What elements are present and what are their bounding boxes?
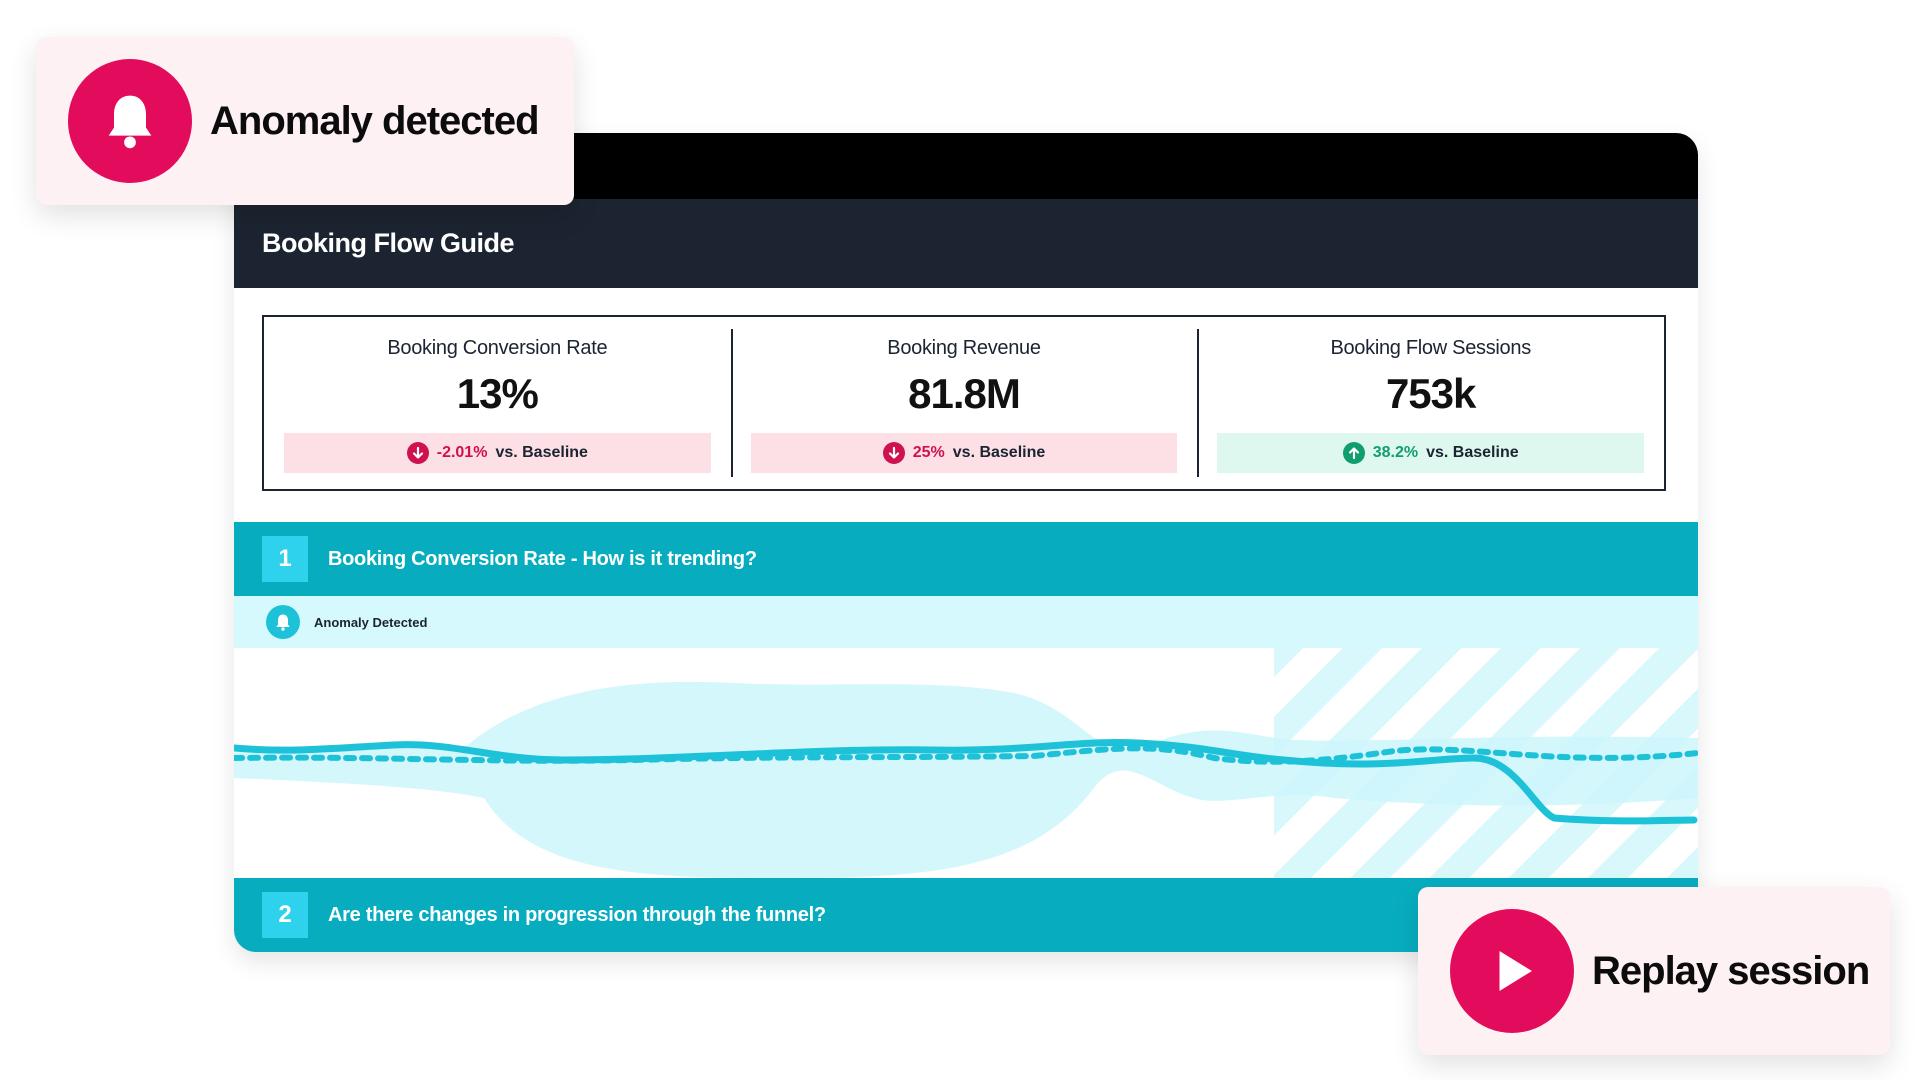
- section-1-header[interactable]: 1 Booking Conversion Rate - How is it tr…: [234, 522, 1698, 596]
- kpi-label: Booking Flow Sessions: [1330, 337, 1531, 359]
- kpi-change-value: 25%: [912, 444, 945, 461]
- bell-icon: [266, 605, 300, 639]
- section-number: 2: [262, 892, 308, 938]
- arrow-down-icon: [882, 442, 905, 464]
- dashboard-header: Booking Flow Guide: [234, 199, 1698, 288]
- kpi-change-value: -2.01%: [436, 444, 488, 461]
- arrow-up-icon: [1342, 442, 1365, 464]
- kpi-label: Booking Revenue: [887, 337, 1041, 359]
- anomaly-detected-strip: Anomaly Detected: [234, 596, 1698, 648]
- kpi-change-suffix: vs. Baseline: [495, 444, 588, 461]
- kpi-value: 753k: [1385, 370, 1476, 417]
- arrow-down-icon: [406, 442, 429, 464]
- kpi-revenue[interactable]: Booking Revenue 81.8M 25% vs. Baseline: [730, 317, 1198, 489]
- anomaly-callout-text: Anomaly detected: [210, 98, 540, 143]
- kpi-summary: Booking Conversion Rate 13% -2.01% vs. B…: [262, 315, 1666, 491]
- kpi-change-suffix: vs. Baseline: [1426, 444, 1519, 461]
- dashboard-card: Booking Flow Guide Booking Conversion Ra…: [234, 133, 1698, 952]
- kpi-sessions[interactable]: Booking Flow Sessions 753k 38.2% vs. Bas…: [1197, 317, 1664, 489]
- kpi-label: Booking Conversion Rate: [387, 337, 608, 359]
- kpi-value: 13%: [456, 370, 539, 417]
- expected-range-band: [234, 681, 1698, 878]
- conversion-trend-chart: [234, 648, 1698, 878]
- kpi-change-badge: 25% vs. Baseline: [750, 433, 1178, 473]
- play-icon: [1450, 909, 1574, 1033]
- kpi-value: 81.8M: [908, 370, 1021, 417]
- anomaly-strip-label: Anomaly Detected: [314, 614, 428, 630]
- section-title: Are there changes in progression through…: [328, 903, 826, 926]
- kpi-change-badge: -2.01% vs. Baseline: [284, 433, 711, 473]
- replay-callout-text: Replay session: [1592, 948, 1870, 993]
- replay-session-button[interactable]: Replay session: [1418, 887, 1890, 1055]
- anomaly-detected-callout[interactable]: Anomaly detected: [36, 37, 574, 205]
- kpi-change-badge: 38.2% vs. Baseline: [1217, 433, 1645, 473]
- kpi-change-suffix: vs. Baseline: [952, 444, 1046, 461]
- kpi-change-value: 38.2%: [1372, 444, 1419, 461]
- actual-trend-line: [234, 739, 1698, 825]
- dashboard-title: Booking Flow Guide: [262, 228, 514, 258]
- bell-icon: [68, 59, 192, 183]
- section-number: 1: [262, 536, 308, 582]
- section-title: Booking Conversion Rate - How is it tren…: [328, 547, 757, 570]
- kpi-conversion-rate[interactable]: Booking Conversion Rate 13% -2.01% vs. B…: [264, 317, 731, 489]
